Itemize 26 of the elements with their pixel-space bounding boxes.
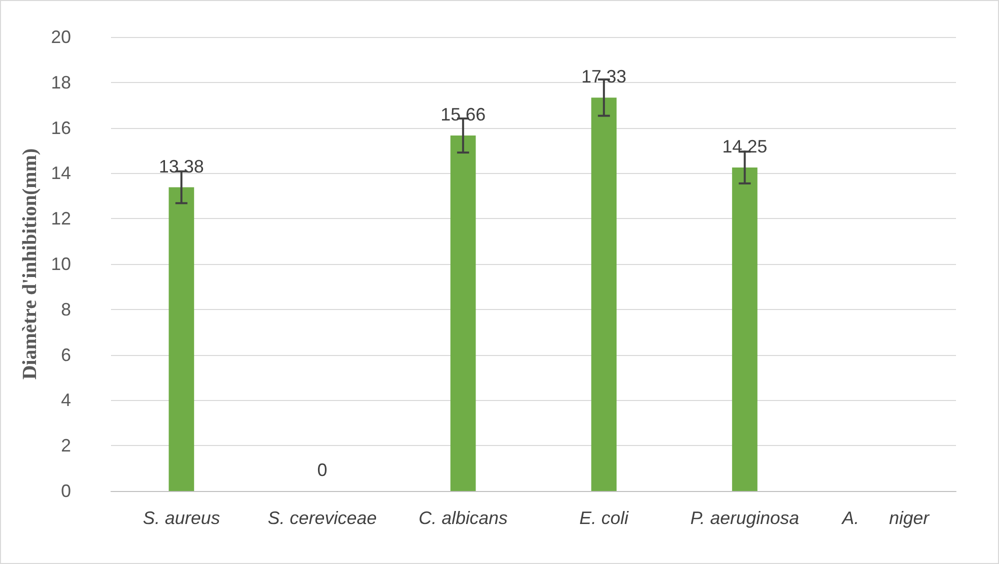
y-tick-label: 10 (50, 254, 71, 274)
bar (732, 168, 758, 491)
x-tick-label: C. albicans (418, 508, 508, 528)
x-tick-label: E. coli (579, 508, 630, 528)
y-tick-label: 4 (60, 390, 71, 410)
y-axis-title: Diamètre d'inhibition(mm) (19, 148, 42, 380)
x-tick-label: S. aureus (142, 508, 220, 528)
y-tick-label: 18 (50, 72, 71, 92)
x-tick-label: A. niger (841, 508, 930, 528)
x-tick-label: S. cereviceae (268, 508, 377, 528)
y-tick-label: 8 (60, 299, 71, 320)
bar (450, 136, 476, 491)
y-tick-label: 20 (50, 27, 71, 47)
y-tick-label: 6 (60, 344, 71, 365)
data-label: 0 (317, 460, 328, 480)
data-label: 14.25 (722, 136, 768, 157)
y-tick-label: 2 (60, 436, 71, 456)
y-tick-label: 0 (60, 481, 71, 501)
bar (591, 98, 617, 491)
x-tick-label: P. aeruginosa (690, 508, 800, 528)
y-tick-label: 14 (50, 163, 71, 184)
data-label: 17.33 (581, 66, 626, 87)
data-label: 13.38 (158, 156, 204, 176)
y-tick-label: 16 (50, 118, 71, 138)
bar (168, 187, 194, 491)
y-tick-label: 12 (50, 208, 71, 229)
